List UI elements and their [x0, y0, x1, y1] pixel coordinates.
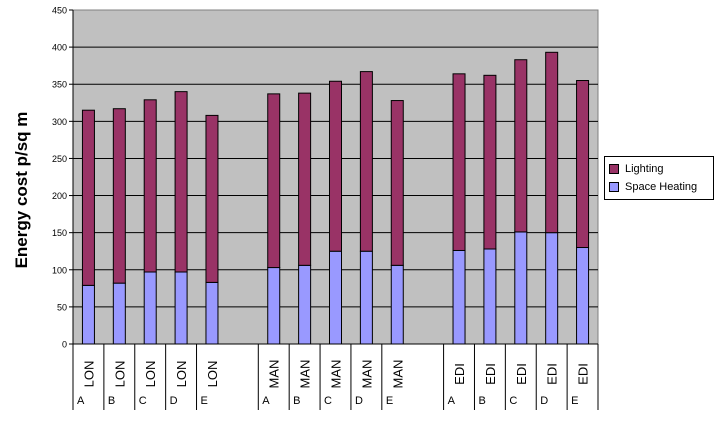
bar-space-heating-edi-e — [576, 247, 590, 345]
x-group-label: LON — [112, 361, 127, 388]
x-letter-label: D — [540, 395, 548, 407]
y-tick-label: 350 — [52, 80, 67, 90]
y-axis-title-box: Energy cost p/sq m — [6, 40, 38, 340]
x-letter-label: A — [262, 395, 270, 407]
bar-lighting-lon-e — [205, 114, 219, 283]
x-letter-label: C — [139, 395, 147, 407]
bar-space-heating-lon-d — [174, 271, 188, 345]
x-group-label: MAN — [359, 360, 374, 389]
x-letter-label: B — [293, 395, 300, 407]
bar-space-heating-man-a — [267, 267, 281, 345]
y-axis-title: Energy cost p/sq m — [12, 111, 31, 269]
x-group-label: EDI — [545, 363, 560, 385]
bar-lighting-edi-a — [452, 73, 466, 251]
x-letter-label: E — [386, 395, 393, 407]
x-letter-label: E — [201, 395, 208, 407]
legend-item-lighting: Lighting — [609, 162, 664, 176]
x-group-label: EDI — [514, 363, 529, 385]
x-letter-label: D — [170, 395, 178, 407]
bar-space-heating-lon-e — [205, 281, 219, 345]
y-tick-label: 50 — [57, 302, 67, 312]
x-group-label: LON — [81, 361, 96, 388]
bar-space-heating-edi-b — [483, 248, 497, 345]
y-axis: 0 50 100 150 200 250 300 350 400 450 — [52, 6, 74, 350]
bar-lighting-man-e — [390, 100, 404, 266]
bar-lighting-edi-e — [576, 80, 590, 249]
legend-swatch-space-heating — [609, 182, 619, 192]
bar-space-heating-edi-c — [514, 231, 528, 345]
bar-lighting-man-b — [298, 92, 312, 266]
y-tick-label: 450 — [52, 6, 67, 16]
x-group-label: LON — [205, 361, 220, 388]
x-group-label: EDI — [576, 363, 591, 385]
y-tick-label: 150 — [52, 228, 67, 238]
bar-lighting-man-a — [267, 93, 281, 269]
bar-space-heating-lon-a — [81, 284, 95, 345]
bar-space-heating-edi-a — [452, 249, 466, 345]
bar-space-heating-man-e — [390, 264, 404, 345]
x-letter-label: A — [448, 395, 456, 407]
y-tick-label: 250 — [52, 154, 67, 164]
legend: Lighting Space Heating — [604, 156, 714, 200]
y-tick-label: 0 — [62, 340, 67, 350]
bars — [81, 51, 590, 345]
x-group-label: MAN — [329, 360, 344, 389]
y-tick-label: 200 — [52, 191, 67, 201]
bar-lighting-lon-c — [143, 99, 157, 273]
legend-swatch-lighting — [609, 164, 619, 174]
x-letter-label: C — [324, 395, 332, 407]
x-group-label: LON — [143, 361, 158, 388]
bar-space-heating-man-c — [329, 250, 342, 345]
x-group-label: MAN — [298, 360, 313, 389]
x-letter-label: C — [509, 395, 517, 407]
y-tick-label: 300 — [52, 117, 67, 127]
x-axis: LON A LON B LON C LON D LON E MAN A MAN B MAN C MAN D MAN E… — [72, 343, 599, 410]
x-letter-label: B — [478, 395, 485, 407]
legend-item-space-heating: Space Heating — [609, 180, 697, 194]
x-group-label: MAN — [267, 360, 282, 389]
y-tick-label: 400 — [52, 43, 67, 53]
bar-lighting-lon-a — [81, 109, 95, 286]
bar-space-heating-lon-c — [143, 271, 157, 345]
bar-space-heating-man-b — [298, 264, 312, 345]
legend-label-space-heating: Space Heating — [625, 181, 698, 193]
bar-space-heating-man-d — [359, 250, 373, 345]
bar-lighting-lon-b — [112, 108, 126, 284]
x-group-label: MAN — [390, 360, 405, 389]
x-letter-label: B — [108, 395, 115, 407]
bar-space-heating-lon-b — [112, 282, 126, 345]
bar-lighting-edi-d — [545, 51, 559, 234]
bar-lighting-man-d — [359, 71, 373, 252]
bar-lighting-man-c — [329, 80, 342, 252]
x-letter-label: E — [571, 395, 578, 407]
x-group-label: EDI — [452, 363, 467, 385]
legend-label-lighting: Lighting — [625, 163, 664, 175]
x-group-label: EDI — [483, 363, 498, 385]
bar-lighting-edi-b — [483, 74, 497, 250]
y-tick-label: 100 — [52, 265, 67, 275]
bar-lighting-lon-d — [174, 91, 188, 273]
bar-space-heating-edi-d — [545, 232, 559, 345]
x-group-label: LON — [174, 361, 189, 388]
x-letter-label: A — [77, 395, 85, 407]
bar-lighting-edi-c — [514, 59, 528, 233]
x-letter-label: D — [355, 395, 363, 407]
